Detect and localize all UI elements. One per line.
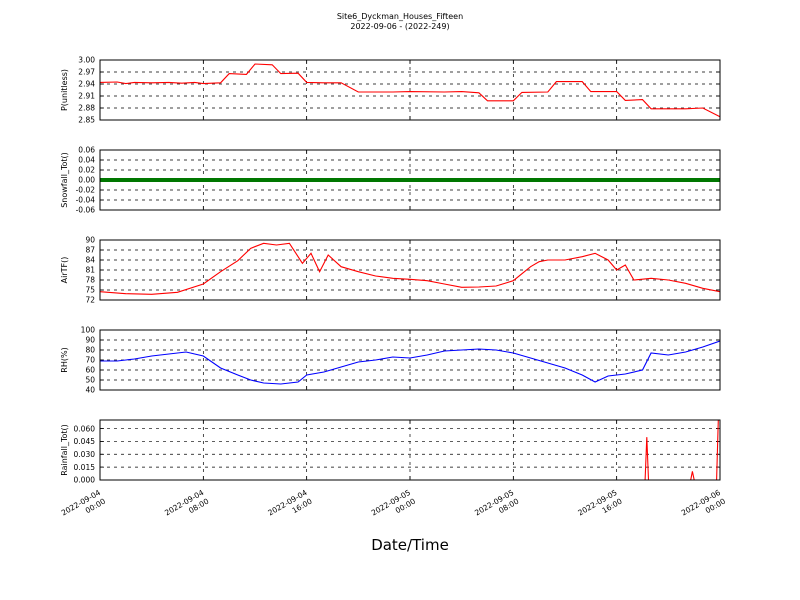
y-tick-label: 0.045 <box>74 437 96 446</box>
y-tick-label: 0.02 <box>78 166 95 175</box>
y-axis-label: Rainfall_Tot() <box>60 424 69 476</box>
y-axis-label: RH(%) <box>60 347 69 372</box>
y-axis-label: Snowfall_Tot() <box>60 152 69 208</box>
y-tick-label: 0.04 <box>78 156 95 165</box>
y-tick-label: 60 <box>85 366 95 375</box>
y-tick-label: 0.060 <box>74 424 96 433</box>
series-line <box>100 420 720 480</box>
y-tick-label: 2.88 <box>78 104 95 113</box>
y-tick-label: 2.97 <box>78 68 95 77</box>
y-tick-label: 0.00 <box>78 176 95 185</box>
y-tick-label: 90 <box>85 236 95 245</box>
chart-subtitle: 2022-09-06 - (2022-249) <box>350 22 449 31</box>
series-line <box>100 340 720 385</box>
y-tick-label: 0.030 <box>74 450 96 459</box>
y-tick-label: 0.06 <box>78 146 95 155</box>
y-axis-label: AirTF() <box>60 257 69 284</box>
panel-frame <box>99 239 721 301</box>
y-tick-label: -0.02 <box>76 186 96 195</box>
y-tick-label: 87 <box>85 246 95 255</box>
series-line <box>100 242 720 295</box>
series-line <box>100 63 720 118</box>
y-tick-label: 3.00 <box>78 56 95 65</box>
y-tick-label: 0.000 <box>74 476 96 485</box>
y-tick-label: 75 <box>85 286 95 295</box>
panel-1: 2.85 2.88 2.91 2.94 2.97 3.00 P(unitless) <box>60 56 721 125</box>
y-tick-label: 50 <box>85 376 95 385</box>
y-tick-label: 70 <box>85 356 95 365</box>
y-tick-label: 78 <box>85 276 95 285</box>
panel-frame <box>99 329 721 391</box>
chart-title: Site6_Dyckman_Houses_Fifteen <box>337 12 463 21</box>
y-tick-label: 81 <box>85 266 95 275</box>
y-tick-label: 100 <box>81 326 96 335</box>
y-tick-label: 72 <box>85 296 95 305</box>
y-tick-label: 80 <box>85 346 95 355</box>
y-tick-label: 0.015 <box>74 463 96 472</box>
y-tick-label: -0.06 <box>76 206 96 215</box>
y-tick-label: 2.85 <box>78 116 95 125</box>
y-axis-label: P(unitless) <box>60 69 69 111</box>
y-tick-label: 2.91 <box>78 92 95 101</box>
y-tick-label: 40 <box>85 386 95 395</box>
y-tick-label: -0.04 <box>76 196 96 205</box>
y-tick-label: 2.94 <box>78 80 95 89</box>
panel-frame <box>99 59 721 121</box>
y-tick-label: 84 <box>85 256 95 265</box>
panel-5: 0.000 0.015 0.030 0.045 0.060 Rainfall_Tot() <box>60 419 721 485</box>
panels: 2.85 2.88 2.91 2.94 2.97 3.00 P(unitless) -0.06… <box>60 56 727 518</box>
y-tick-label: 90 <box>85 336 95 345</box>
x-axis-label: Date/Time <box>371 536 449 554</box>
panel-frame <box>99 149 721 211</box>
panel-2: -0.06-0.04-0.020.000.020.040.06 Snowfall_… <box>60 146 721 215</box>
panel-frame <box>99 419 721 481</box>
